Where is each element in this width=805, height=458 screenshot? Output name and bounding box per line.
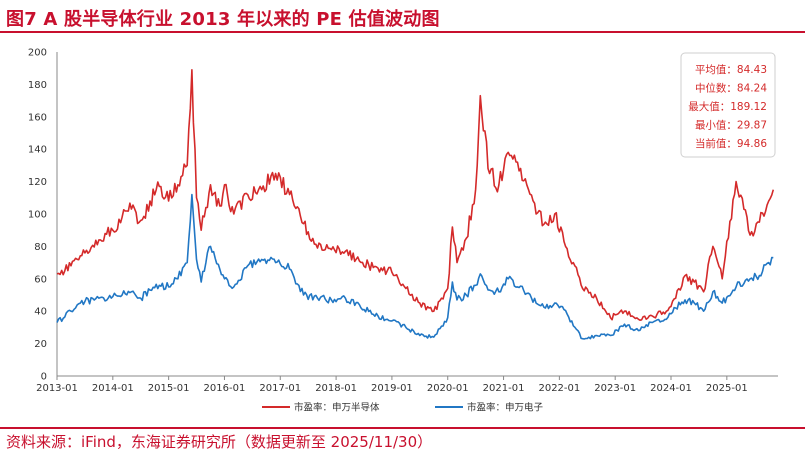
y-tick-label: 20 bbox=[34, 339, 47, 350]
stat-text: 当前值：94.86 bbox=[695, 137, 767, 150]
y-tick-label: 180 bbox=[28, 80, 47, 91]
y-tick-label: 80 bbox=[34, 242, 47, 253]
x-tick-label: 2021-01 bbox=[483, 383, 525, 394]
x-tick-label: 2015-01 bbox=[148, 383, 190, 394]
pe-chart: 0 20 40 60 80 100 120 140 160 180 200 2013-01 2014-0… bbox=[28, 48, 778, 414]
x-tick-label: 2022-01 bbox=[538, 383, 580, 394]
x-tick-label: 2019-01 bbox=[371, 383, 413, 394]
x-tick-label: 2020-01 bbox=[427, 383, 469, 394]
stat-text: 最大值：189.12 bbox=[688, 100, 767, 113]
series-line bbox=[56, 69, 775, 321]
y-tick-label: 160 bbox=[28, 112, 47, 123]
x-tick-label: 2023-01 bbox=[594, 383, 636, 394]
x-tick-label: 2013-01 bbox=[36, 383, 78, 394]
footer-rule bbox=[0, 427, 805, 429]
y-tick-label: 120 bbox=[28, 177, 47, 188]
y-tick-label: 200 bbox=[28, 48, 47, 59]
stats-box bbox=[680, 52, 776, 158]
source-note: 资料来源：iFind，东海证券研究所（数据更新至 2025/11/30） bbox=[6, 433, 433, 451]
figure-header: 图7 A 股半导体行业 2013 年以来的 PE 估值波动图 bbox=[0, 0, 805, 34]
stat-text: 中位数：84.24 bbox=[695, 82, 767, 95]
y-tick-label: 140 bbox=[28, 145, 47, 156]
y-tick-label: 60 bbox=[34, 274, 47, 285]
y-tick-label: 40 bbox=[34, 307, 47, 318]
legend-label: 市盈率：申万半导体 bbox=[294, 402, 380, 414]
legend-label: 市盈率：申万电子 bbox=[467, 402, 544, 414]
header-rule bbox=[0, 31, 805, 33]
x-tick-label: 2024-01 bbox=[650, 383, 692, 394]
stat-text: 最小值：29.87 bbox=[695, 119, 767, 132]
x-tick-label: 2014-01 bbox=[92, 383, 134, 394]
figure-title: 图7 A 股半导体行业 2013 年以来的 PE 估值波动图 bbox=[6, 9, 440, 30]
x-tick-label: 2018-01 bbox=[315, 383, 357, 394]
x-tick-label: 2025-01 bbox=[706, 383, 748, 394]
y-tick-label: 0 bbox=[41, 372, 47, 383]
stat-text: 平均值：84.43 bbox=[695, 63, 767, 76]
x-tick-label: 2016-01 bbox=[204, 383, 246, 394]
x-tick-label: 2017-01 bbox=[259, 383, 301, 394]
series-line bbox=[56, 193, 774, 340]
y-tick-label: 100 bbox=[28, 210, 47, 221]
